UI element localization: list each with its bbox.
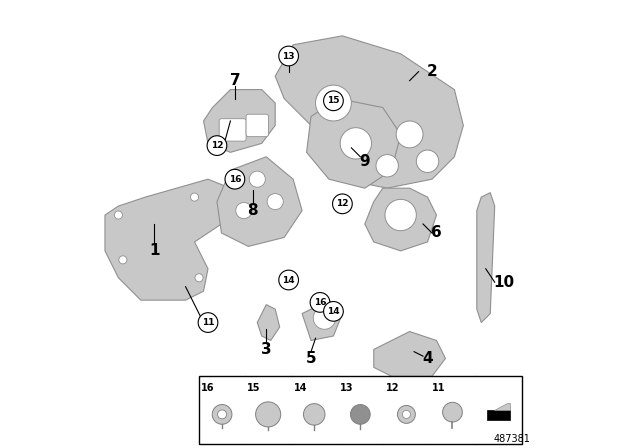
Text: 2: 2 <box>427 64 437 79</box>
Circle shape <box>303 404 325 425</box>
Text: 8: 8 <box>248 203 258 218</box>
Text: 13: 13 <box>282 52 295 60</box>
Circle shape <box>403 410 410 418</box>
Text: 16: 16 <box>228 175 241 184</box>
Circle shape <box>279 46 298 66</box>
Circle shape <box>351 405 370 424</box>
Text: 10: 10 <box>493 275 515 290</box>
Text: 9: 9 <box>360 154 370 169</box>
Circle shape <box>225 169 244 189</box>
Text: 15: 15 <box>327 96 340 105</box>
Text: 5: 5 <box>306 351 316 366</box>
Bar <box>488 410 509 420</box>
Circle shape <box>207 136 227 155</box>
Text: 4: 4 <box>422 351 433 366</box>
Polygon shape <box>374 332 445 376</box>
Text: 14: 14 <box>327 307 340 316</box>
Polygon shape <box>477 193 495 323</box>
Circle shape <box>310 293 330 312</box>
Circle shape <box>385 199 417 231</box>
Circle shape <box>324 91 343 111</box>
Circle shape <box>340 128 371 159</box>
Text: 11: 11 <box>431 383 445 393</box>
Circle shape <box>198 313 218 332</box>
Circle shape <box>267 194 284 210</box>
Text: 12: 12 <box>385 383 399 393</box>
Polygon shape <box>257 305 280 340</box>
Circle shape <box>397 405 415 423</box>
Text: 16: 16 <box>202 383 215 393</box>
Text: 12: 12 <box>336 199 349 208</box>
Text: 12: 12 <box>211 141 223 150</box>
Text: 1: 1 <box>149 243 159 258</box>
Polygon shape <box>307 99 401 188</box>
Circle shape <box>249 171 266 187</box>
Circle shape <box>195 274 203 282</box>
Circle shape <box>255 402 281 427</box>
FancyBboxPatch shape <box>199 376 522 444</box>
Circle shape <box>417 150 439 172</box>
Text: 487381: 487381 <box>493 434 531 444</box>
Circle shape <box>333 194 352 214</box>
Circle shape <box>376 155 398 177</box>
Circle shape <box>218 410 227 419</box>
FancyBboxPatch shape <box>220 119 246 141</box>
Polygon shape <box>217 157 302 246</box>
Circle shape <box>314 307 336 329</box>
Text: 6: 6 <box>431 225 442 241</box>
Circle shape <box>279 270 298 290</box>
Circle shape <box>212 405 232 424</box>
Text: 14: 14 <box>282 276 295 284</box>
Circle shape <box>396 121 423 148</box>
Polygon shape <box>494 403 509 410</box>
Circle shape <box>236 202 252 219</box>
Circle shape <box>324 302 343 321</box>
Text: 13: 13 <box>340 383 353 393</box>
Text: 15: 15 <box>248 383 261 393</box>
Polygon shape <box>365 188 436 251</box>
Circle shape <box>115 211 122 219</box>
Polygon shape <box>275 36 463 188</box>
Circle shape <box>443 402 462 422</box>
Circle shape <box>119 256 127 264</box>
FancyBboxPatch shape <box>246 114 269 137</box>
Text: 14: 14 <box>293 383 307 393</box>
Polygon shape <box>105 179 230 300</box>
Circle shape <box>316 85 351 121</box>
Circle shape <box>191 193 198 201</box>
Polygon shape <box>204 90 275 152</box>
Text: 16: 16 <box>314 298 326 307</box>
Text: 3: 3 <box>261 342 271 357</box>
Text: 11: 11 <box>202 318 214 327</box>
Polygon shape <box>302 300 342 340</box>
Text: 7: 7 <box>230 73 240 88</box>
